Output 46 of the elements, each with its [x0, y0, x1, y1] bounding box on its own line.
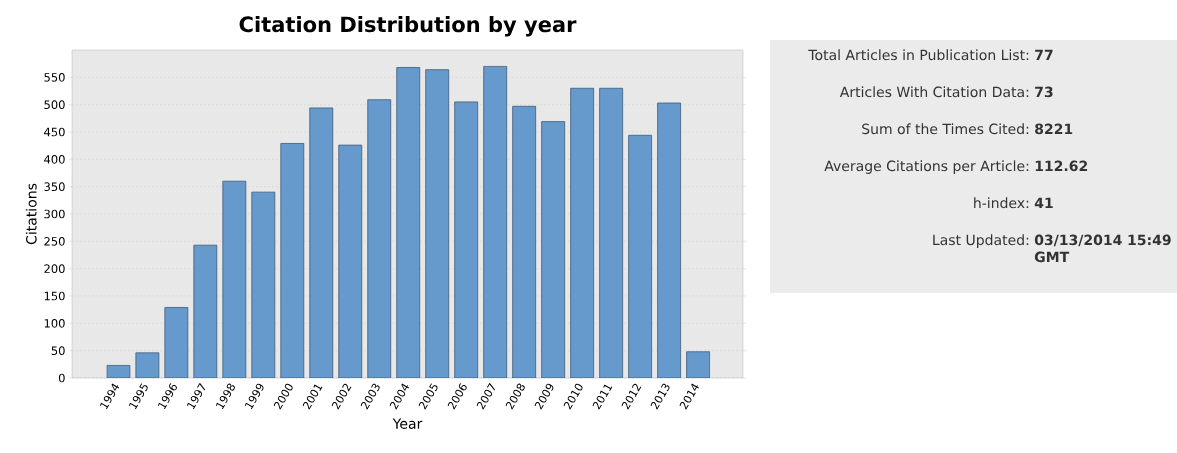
y-tick-label: 0: [58, 373, 65, 383]
bar: [454, 101, 478, 378]
y-tick-label: 450: [44, 127, 65, 137]
text: Last Updated:: [933, 234, 1029, 248]
text: 112.62: [1035, 160, 1088, 172]
text: Articles With Citation Data:: [839, 86, 1029, 98]
y-tick-label: 100: [44, 318, 65, 328]
y-tick-label: 250: [44, 236, 65, 246]
bar: [164, 307, 188, 378]
text: 8221: [1035, 123, 1073, 135]
bar: [483, 66, 507, 378]
bar: [222, 181, 246, 378]
bar: [251, 192, 275, 378]
y-tick-label: 500: [44, 100, 65, 110]
y-tick-label: 200: [44, 264, 65, 274]
y-axis-title: Citations: [25, 183, 37, 245]
bar: [512, 106, 536, 378]
bar: [541, 121, 565, 378]
bar: [425, 69, 449, 378]
bar: [280, 143, 304, 378]
y-tick-label: 50: [51, 346, 65, 356]
bar: [599, 88, 623, 378]
bar: [396, 67, 420, 378]
y-tick-label: 150: [44, 291, 65, 301]
text: Average Citations per Article:: [824, 160, 1029, 174]
text: 73: [1035, 86, 1053, 98]
y-tick-label: 400: [44, 154, 65, 164]
y-tick-label: 550: [44, 72, 65, 82]
bar: [193, 245, 217, 378]
text: 03/13/2014 15:49 GMT: [1034, 234, 1171, 263]
bar: [309, 107, 333, 378]
bar: [570, 88, 594, 378]
y-tick-label: 300: [44, 209, 65, 219]
text: 41: [1034, 197, 1053, 208]
text: Sum of the Times Cited:: [862, 123, 1029, 135]
x-axis-title: Year: [392, 418, 423, 429]
bar: [367, 99, 391, 378]
bar: [628, 135, 652, 378]
text: h-index:: [974, 197, 1029, 209]
bar: [657, 103, 681, 378]
text: Total Articles in Publication List:: [808, 49, 1029, 61]
text: 77: [1035, 49, 1053, 60]
y-tick-label: 350: [44, 182, 65, 192]
bar: [338, 145, 362, 378]
chart-title: Citation Distribution by year: [239, 15, 577, 37]
bar: [686, 351, 710, 378]
